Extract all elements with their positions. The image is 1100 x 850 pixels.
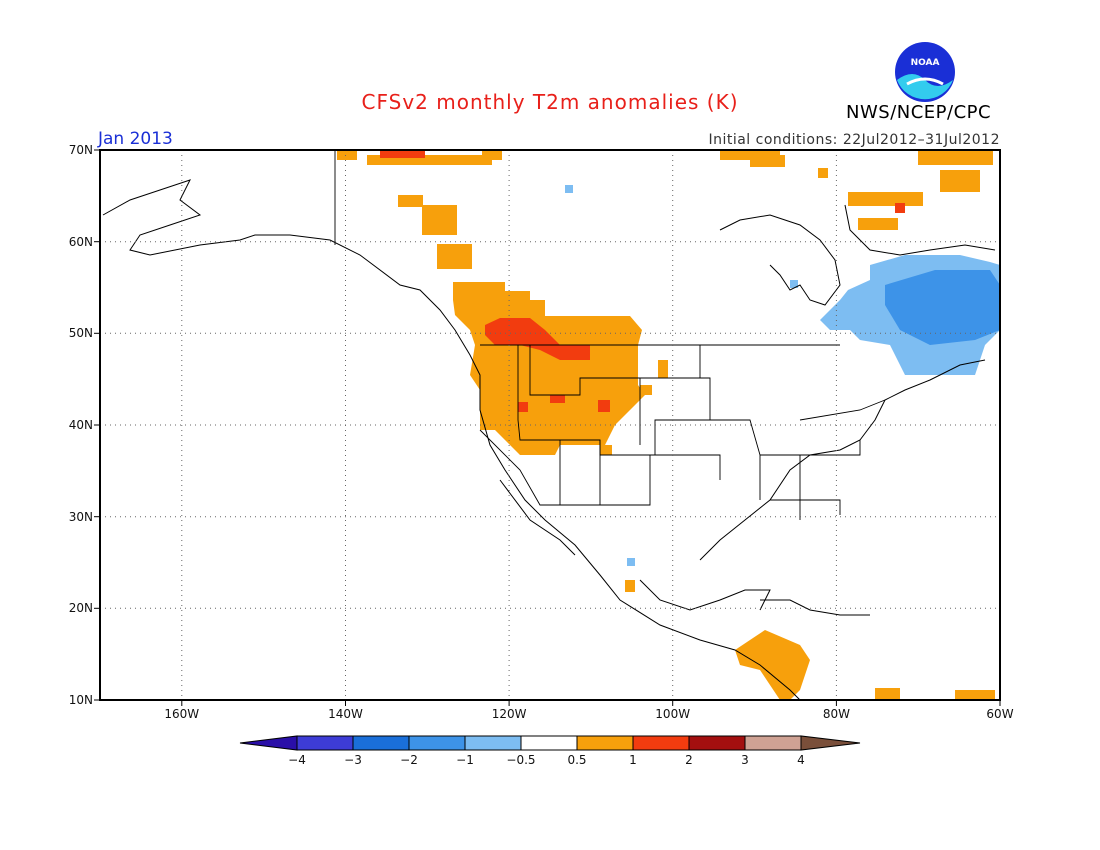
colorbar-swatch [632, 735, 690, 751]
lon-label: 60W [986, 707, 1013, 721]
colorbar-label: −1 [456, 753, 474, 767]
anomaly-shading [337, 150, 1000, 700]
agency-label: NWS/NCEP/CPC [846, 102, 992, 123]
lat-label: 30N [69, 510, 93, 524]
lat-label: 20N [69, 601, 93, 615]
map-title: CFSv2 monthly T2m anomalies (K) [361, 90, 739, 114]
colorbar-swatch [408, 735, 466, 751]
coastlines [102, 179, 996, 701]
forecast-month: Jan 2013 [98, 129, 173, 149]
colorbar-swatch [520, 735, 578, 751]
colorbar-label: 0.5 [567, 753, 586, 767]
lat-label: 50N [69, 326, 93, 340]
colorbar-label: −2 [400, 753, 418, 767]
lon-label: 100W [655, 707, 690, 721]
lat-label: 40N [69, 418, 93, 432]
colorbar-label: −0.5 [506, 753, 535, 767]
graticule [100, 150, 1000, 700]
lon-label: 80W [823, 707, 850, 721]
colorbar-swatch [576, 735, 634, 751]
colorbar-arrow-low [239, 735, 298, 751]
colorbar-swatch [296, 735, 354, 751]
svg-text:NOAA: NOAA [911, 58, 940, 68]
noaa-logo: NOAA [895, 42, 955, 102]
colorbar-label: −4 [288, 753, 306, 767]
colorbar-swatch [352, 735, 410, 751]
colorbar-label: 3 [741, 753, 749, 767]
colorbar-swatch [464, 735, 522, 751]
colorbar-label: 2 [685, 753, 693, 767]
lon-label: 140W [328, 707, 363, 721]
colorbar-label: 4 [797, 753, 805, 767]
lat-label: 10N [69, 693, 93, 707]
initial-conditions: Initial conditions: 22Jul2012–31Jul2012 [708, 132, 1000, 148]
political-borders [334, 150, 886, 520]
colorbar-swatch [744, 735, 802, 751]
colorbar: −4 −3 −2 −1 −0.5 0.5 1 2 3 4 [239, 735, 861, 767]
lat-label: 60N [69, 235, 93, 249]
colorbar-label: 1 [629, 753, 637, 767]
lat-label: 70N [69, 143, 93, 157]
colorbar-swatch [688, 735, 746, 751]
colorbar-label: −3 [344, 753, 362, 767]
colorbar-arrow-high [800, 735, 861, 751]
lon-label: 160W [164, 707, 199, 721]
lon-label: 120W [492, 707, 527, 721]
